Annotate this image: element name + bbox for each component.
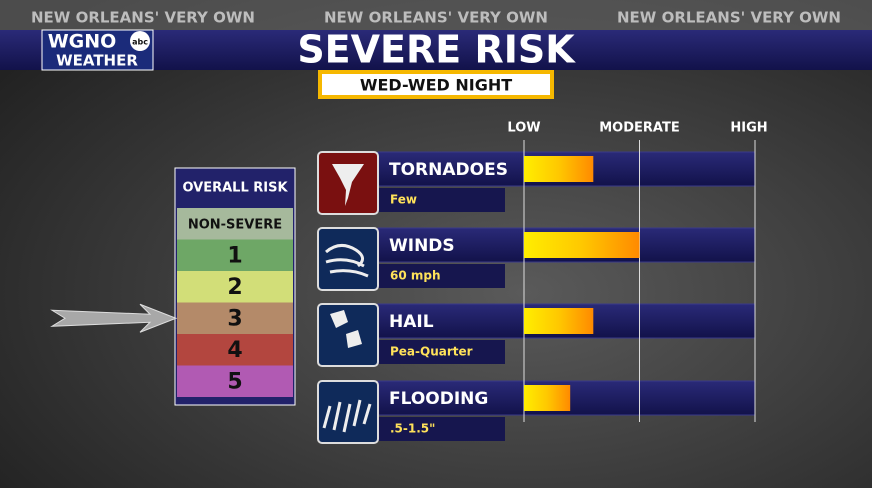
detail-bar xyxy=(378,264,505,288)
logo-badge xyxy=(130,31,150,51)
banner-text: NEW ORLEANS' VERY OWN xyxy=(617,9,841,27)
x-tick-label: HIGH xyxy=(730,121,767,136)
bar xyxy=(524,232,640,258)
rain-icon xyxy=(322,399,372,433)
risk-level-label: 1 xyxy=(227,243,242,268)
title: SEVERE RISK xyxy=(297,28,576,72)
detail-label: Few xyxy=(390,193,417,207)
risk-level xyxy=(177,334,293,366)
wind-icon xyxy=(325,244,369,278)
subtitle: WED-WED NIGHT xyxy=(360,76,512,95)
x-tick-label: MODERATE xyxy=(599,121,679,136)
banner-text: NEW ORLEANS' VERY OWN xyxy=(31,9,255,27)
x-tick-label: LOW xyxy=(507,121,540,136)
risk-level xyxy=(177,302,293,334)
logo-network: abc xyxy=(132,38,148,47)
detail-bar xyxy=(378,417,505,441)
logo-sub: WEATHER xyxy=(56,52,138,70)
detail-label: Pea-Quarter xyxy=(390,345,473,359)
detail-label: 60 mph xyxy=(390,269,441,283)
detail-bar xyxy=(378,340,505,364)
category-label: TORNADOES xyxy=(389,160,508,180)
risk-level xyxy=(177,365,293,397)
hail-icon xyxy=(330,310,362,348)
risk-level xyxy=(177,271,293,303)
risk-level xyxy=(177,208,293,240)
category-label: HAIL xyxy=(389,312,434,332)
risk-level-label: 2 xyxy=(227,275,242,300)
category-label: WINDS xyxy=(389,236,455,256)
banner-strip xyxy=(0,0,872,30)
subtitle-box xyxy=(318,70,554,99)
banner-text: NEW ORLEANS' VERY OWN xyxy=(324,9,548,27)
logo-name: WGNO xyxy=(48,31,117,53)
risk-title: OVERALL RISK xyxy=(182,181,288,196)
tornado-icon xyxy=(332,164,364,206)
detail-label: .5-1.5" xyxy=(390,422,435,436)
bar xyxy=(524,308,594,334)
detail-bar xyxy=(378,188,505,212)
risk-level-label: 4 xyxy=(227,338,242,363)
bar xyxy=(524,385,571,411)
category-label: FLOODING xyxy=(389,389,488,409)
risk-level xyxy=(177,239,293,271)
risk-level-label: 5 xyxy=(227,369,242,394)
risk-level-label: NON-SEVERE xyxy=(188,217,282,232)
bar xyxy=(524,156,594,182)
pointer-arrow xyxy=(50,303,178,333)
risk-level-label: 3 xyxy=(227,306,242,331)
